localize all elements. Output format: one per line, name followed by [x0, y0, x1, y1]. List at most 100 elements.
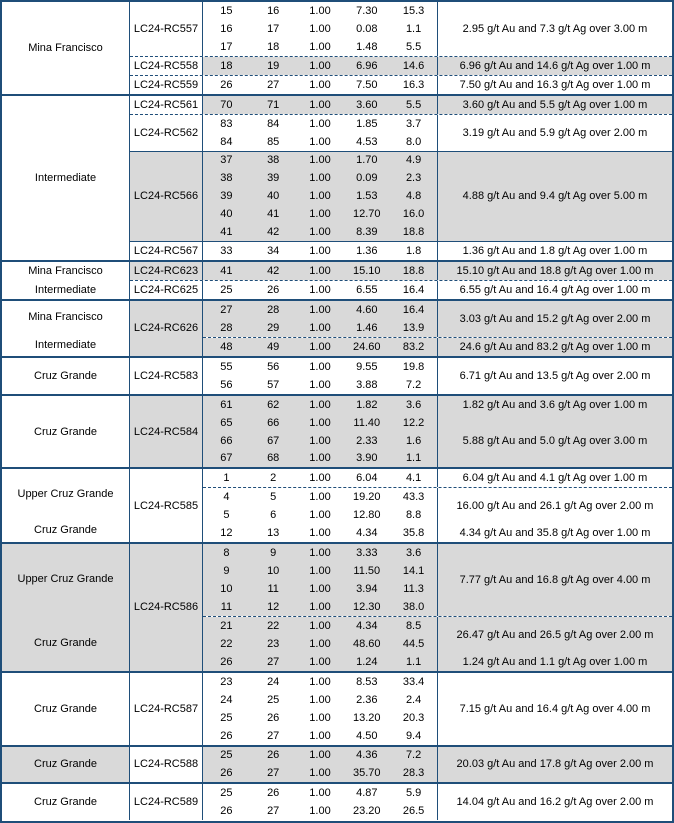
interval-rows: 61 62 1.00 1.82 3.6 — [203, 395, 437, 414]
interval-value: 25 — [220, 284, 233, 297]
interval-value: 4.34 — [356, 527, 378, 540]
interval-value: 21 — [220, 619, 233, 632]
interval-value: 1.00 — [309, 78, 331, 91]
interval-value: 28 — [267, 303, 280, 316]
interval-value: 1.00 — [309, 655, 331, 668]
interval-groups: 15 16 1.00 7.30 15.3 16 17 1.00 0.08 1.1 17 18 1.00 1… — [203, 2, 672, 56]
interval-rows: 18 19 1.00 6.96 14.6 — [203, 56, 437, 75]
hole-id-cell: LC24-RC567 — [130, 242, 203, 261]
interval-row: 84 85 1.00 4.53 8.0 — [203, 133, 437, 151]
hole-sections: LC24-RC584 61 62 1.00 1.82 3.6 1.82 g/t Au and… — [130, 395, 672, 468]
interval-value: 66 — [220, 434, 233, 447]
interval-value: 56 — [267, 360, 280, 373]
interval-value: 27 — [267, 78, 280, 91]
hole-id-cell: LC24-RC557 — [130, 2, 203, 56]
interval-group: 15 16 1.00 7.30 15.3 16 17 1.00 0.08 1.1 17 18 1.00 1… — [203, 2, 672, 56]
interval-row: 83 84 1.00 1.85 3.7 — [203, 115, 437, 133]
interval-rows: 48 49 1.00 24.60 83.2 — [203, 337, 437, 356]
hole-sections: LC24-RC583 55 56 1.00 9.55 19.8 56 57 1.00 3.88 7.… — [130, 357, 672, 394]
hole-section: LC24-RC588 25 26 1.00 4.36 7.2 26 27 1.00 35.70 28… — [130, 746, 672, 783]
zone-label: Cruz Grande — [34, 758, 97, 771]
interval-value: 26 — [220, 767, 233, 780]
interval-value: 7.2 — [405, 378, 422, 391]
interval-value: 17 — [220, 40, 233, 53]
interval-group: 41 42 1.00 15.10 18.8 15.10 g/t Au and 18.8 g… — [203, 262, 672, 281]
interval-value: 1.1 — [405, 655, 422, 668]
interval-value: 25 — [220, 787, 233, 800]
hole-section: LC24-RC562 83 84 1.00 1.85 3.7 84 85 1.00 4.53 8.0… — [130, 113, 672, 151]
interval-value: 6.96 — [356, 59, 378, 72]
interval-value: 1.00 — [309, 284, 331, 297]
interval-rows: 25 26 1.00 4.87 5.9 26 27 1.00 23.20 26.5 — [203, 784, 437, 820]
interval-group: 25 26 1.00 6.55 16.4 6.55 g/t Au and 16.4 g/t… — [203, 281, 672, 299]
interval-group: 33 34 1.00 1.36 1.8 1.36 g/t Au and 1.8 g/t A… — [203, 242, 672, 261]
interval-value: 25 — [220, 749, 233, 762]
hole-section: LC24-RC623 41 42 1.00 15.10 18.8 15.10 g/t Au … — [130, 262, 672, 281]
interval-value: 1.00 — [309, 208, 331, 221]
hole-sections: LC24-RC588 25 26 1.00 4.36 7.2 26 27 1.00 35.70 28… — [130, 746, 672, 783]
interval-value: 26.5 — [402, 805, 425, 818]
interval-row: 26 27 1.00 1.24 1.1 — [203, 653, 437, 671]
interval-value: 2.36 — [356, 693, 378, 706]
interval-value: 26 — [220, 805, 233, 818]
composite-summary: 20.03 g/t Au and 17.8 g/t Ag over 2.00 m — [437, 746, 672, 783]
hole-section: LC24-RC558 18 19 1.00 6.96 14.6 6.96 g/t Au an… — [130, 55, 672, 75]
interval-value: 12 — [220, 527, 233, 540]
interval-row: 10 11 1.00 3.94 11.3 — [203, 580, 437, 598]
interval-value: 12.30 — [353, 600, 381, 613]
interval-value: 1.00 — [309, 767, 331, 780]
zone-block: Cruz Grande LC24-RC587 23 24 1.00 8.53 33.4 24 2… — [2, 670, 672, 745]
hole-section: LC24-RC626 27 28 1.00 4.60 16.4 28 29 1.00 1.46 13… — [130, 301, 672, 356]
interval-groups: 25 26 1.00 4.87 5.9 26 27 1.00 23.20 26.5 14.04 g/… — [203, 784, 672, 821]
interval-group: 37 38 1.00 1.70 4.9 38 39 1.00 0.09 2.3 39 40 1.00 1.… — [203, 151, 672, 242]
composite-summary: 1.82 g/t Au and 3.6 g/t Ag over 1.00 m — [437, 395, 672, 414]
interval-value: 1.00 — [309, 527, 331, 540]
interval-value: 1.00 — [309, 693, 331, 706]
interval-value: 61 — [220, 398, 233, 411]
interval-value: 5.5 — [405, 98, 422, 111]
interval-value: 1.00 — [309, 172, 331, 185]
composite-summary: 16.00 g/t Au and 26.1 g/t Ag over 2.00 m — [437, 488, 672, 525]
interval-value: 20.3 — [402, 711, 425, 724]
interval-row: 38 39 1.00 0.09 2.3 — [203, 169, 437, 187]
interval-row: 16 17 1.00 0.08 1.1 — [203, 20, 437, 38]
composite-summary: 4.88 g/t Au and 9.4 g/t Ag over 5.00 m — [437, 151, 672, 242]
interval-value: 12.80 — [353, 509, 381, 522]
composite-summary: 1.24 g/t Au and 1.1 g/t Ag over 1.00 m — [437, 652, 672, 671]
interval-value: 24.60 — [353, 340, 381, 353]
hole-id-cell: LC24-RC561 — [130, 95, 203, 114]
interval-groups: 41 42 1.00 15.10 18.8 15.10 g/t Au and 18.8 g… — [203, 262, 672, 281]
interval-value: 19.20 — [353, 491, 381, 504]
interval-row: 40 41 1.00 12.70 16.0 — [203, 205, 437, 223]
interval-group: 83 84 1.00 1.85 3.7 84 85 1.00 4.53 8.0 3.19 g/t A… — [203, 114, 672, 151]
zone-label: Intermediate — [34, 338, 97, 351]
interval-value: 23.20 — [353, 805, 381, 818]
interval-groups: 55 56 1.00 9.55 19.8 56 57 1.00 3.88 7.2 6.71 g/t … — [203, 357, 672, 394]
zone-cell: Cruz Grande — [2, 357, 130, 394]
zone-block: Mina Francisco LC24-RC557 15 16 1.00 7.30 15.3… — [2, 2, 672, 94]
hole-id-cell: LC24-RC584 — [130, 395, 203, 468]
interval-value: 3.7 — [405, 117, 422, 130]
hole-sections: LC24-RC557 15 16 1.00 7.30 15.3 16 17 1.00 0.08 1.… — [130, 2, 672, 94]
interval-value: 62 — [267, 398, 280, 411]
interval-value: 15.3 — [402, 4, 425, 17]
zone-cell: Mina Francisco Intermediate — [2, 262, 130, 299]
composite-summary: 5.88 g/t Au and 5.0 g/t Ag over 3.00 m — [437, 413, 672, 468]
zone-block: Cruz Grande LC24-RC584 61 62 1.00 1.82 3.6 1.82… — [2, 393, 672, 468]
interval-value: 71 — [267, 98, 280, 111]
interval-value: 1.82 — [356, 398, 378, 411]
interval-rows: 55 56 1.00 9.55 19.8 56 57 1.00 3.88 7.2 — [203, 358, 437, 394]
interval-value: 27 — [220, 303, 233, 316]
interval-value: 6 — [270, 509, 277, 522]
interval-rows: 70 71 1.00 3.60 5.5 — [203, 95, 437, 114]
zone-block: Intermediate LC24-RC561 70 71 1.00 3.60 5.5 3.6… — [2, 93, 672, 261]
zone-block: Upper Cruz Grande Cruz Grande LC24-RC586 8 9… — [2, 542, 672, 671]
interval-group: 4 5 1.00 19.20 43.3 5 6 1.00 12.80 8.8 16.00 g/t A… — [203, 487, 672, 525]
interval-rows: 1 2 1.00 6.04 4.1 — [203, 469, 437, 487]
interval-value: 16.4 — [402, 284, 425, 297]
interval-value: 26 — [220, 655, 233, 668]
interval-value: 25 — [267, 693, 280, 706]
interval-value: 1.00 — [309, 226, 331, 239]
interval-value: 8.8 — [405, 509, 422, 522]
hole-id-cell: LC24-RC586 — [130, 544, 203, 671]
